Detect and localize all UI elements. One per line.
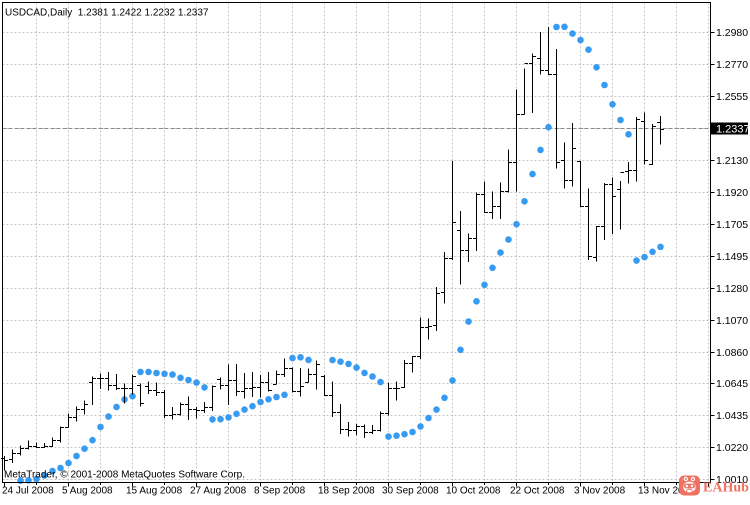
svg-text:1.2770: 1.2770 xyxy=(716,59,748,71)
svg-text:1.2555: 1.2555 xyxy=(716,91,748,103)
svg-text:1.1920: 1.1920 xyxy=(716,187,748,199)
svg-text:MetaTrader, © 2001-2008 MetaQu: MetaTrader, © 2001-2008 MetaQuotes Softw… xyxy=(4,470,245,481)
svg-text:1.1495: 1.1495 xyxy=(716,251,748,263)
svg-text:1.2337: 1.2337 xyxy=(716,124,750,136)
svg-text:1.0220: 1.0220 xyxy=(716,442,748,454)
svg-text:1.1280: 1.1280 xyxy=(716,283,748,295)
svg-text:1.0645: 1.0645 xyxy=(716,378,748,390)
svg-text:13 Nov 2008: 13 Nov 2008 xyxy=(638,486,695,497)
svg-text:30 Sep 2008: 30 Sep 2008 xyxy=(382,486,439,497)
svg-text:1.1705: 1.1705 xyxy=(716,219,748,231)
svg-text:5 Aug 2008: 5 Aug 2008 xyxy=(62,486,113,497)
svg-text:10 Oct 2008: 10 Oct 2008 xyxy=(446,486,501,497)
svg-text:3 Nov 2008: 3 Nov 2008 xyxy=(574,486,626,497)
svg-text:1.0435: 1.0435 xyxy=(716,410,748,422)
svg-text:1.2130: 1.2130 xyxy=(716,155,748,167)
svg-text:27 Aug 2008: 27 Aug 2008 xyxy=(190,486,247,497)
svg-text:8 Sep 2008: 8 Sep 2008 xyxy=(254,486,306,497)
svg-text:1.2980: 1.2980 xyxy=(716,27,748,39)
svg-text:22 Oct 2008: 22 Oct 2008 xyxy=(510,486,565,497)
svg-text:15 Aug 2008: 15 Aug 2008 xyxy=(126,486,183,497)
svg-text:1.0860: 1.0860 xyxy=(716,347,748,359)
svg-text:24 Jul 2008: 24 Jul 2008 xyxy=(2,486,54,497)
svg-text:1.0010: 1.0010 xyxy=(716,474,748,486)
svg-text:1.1070: 1.1070 xyxy=(716,315,748,327)
svg-text:EAHub: EAHub xyxy=(703,481,749,496)
svg-text:18 Sep 2008: 18 Sep 2008 xyxy=(318,486,375,497)
svg-text:USDCAD,Daily 1.2381 1.2422 1.: USDCAD,Daily 1.2381 1.2422 1.2232 1.2337 xyxy=(5,8,209,19)
